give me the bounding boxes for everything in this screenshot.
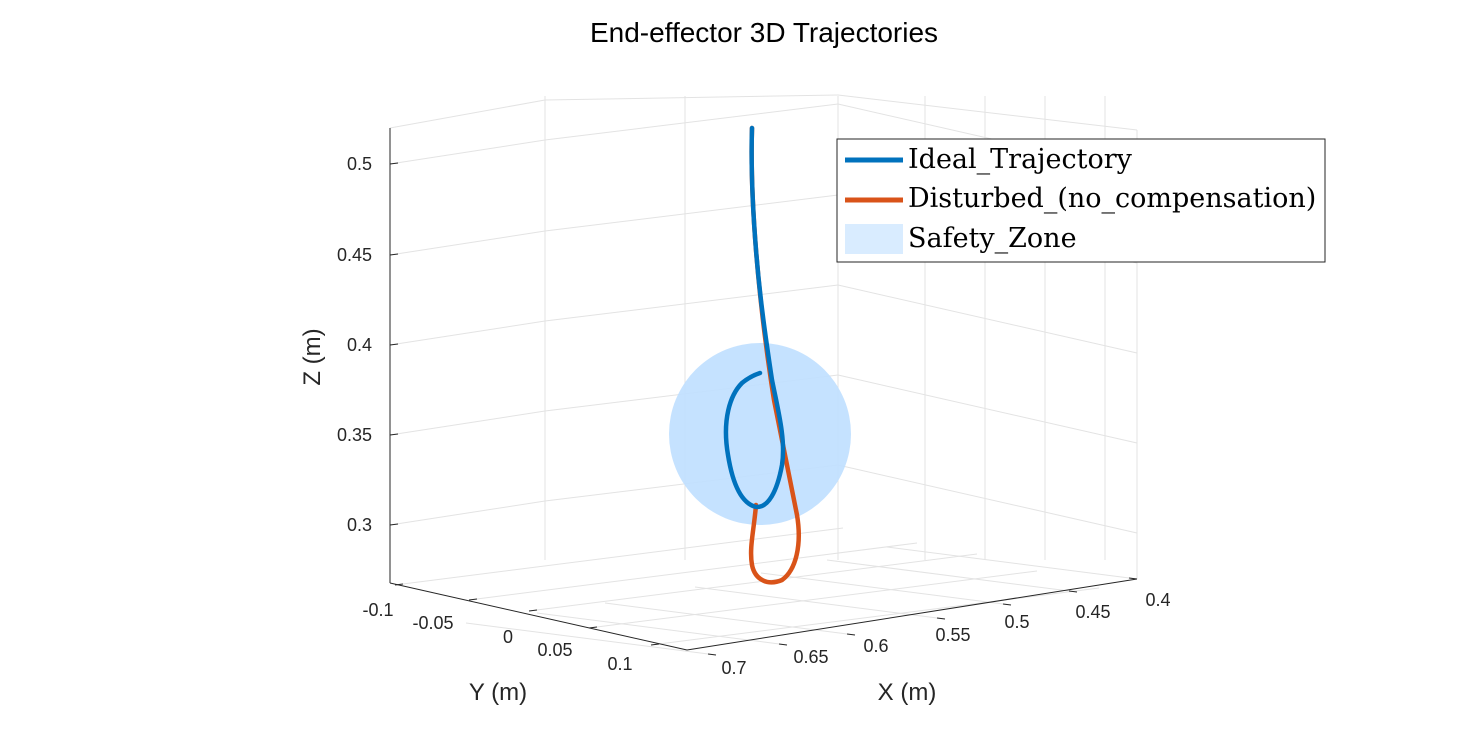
legend-swatch-safety-zone xyxy=(845,224,903,254)
grid-back-wall-line xyxy=(544,194,839,232)
x-tick-label: 0.7 xyxy=(721,658,746,678)
y-axis-label: Y (m) xyxy=(469,679,527,706)
y-tick-label: -0.1 xyxy=(362,600,393,620)
z-axis-label: Z (m) xyxy=(299,328,326,385)
safety-zone-sphere xyxy=(669,343,851,525)
grid-floor-x-line xyxy=(886,546,1138,580)
grid-floor-x-line xyxy=(760,572,1012,606)
grid-back-wall-line xyxy=(544,284,839,322)
x-tick-label: 0.6 xyxy=(863,636,888,656)
z-tick-label: 0.4 xyxy=(347,335,372,355)
grid-top-left-edge xyxy=(389,99,546,129)
x-tick-mark xyxy=(707,653,717,656)
x-tick-mark xyxy=(1068,590,1078,593)
z-tick-mark xyxy=(389,253,399,256)
grid-floor-y-line xyxy=(468,542,918,601)
grid-left-wall-line xyxy=(389,320,546,346)
data-layer xyxy=(669,125,851,585)
legend-label-safety-zone: Safety_Zone xyxy=(908,223,1077,254)
grid-top-back-edge xyxy=(544,94,839,101)
legend-box xyxy=(836,138,1326,263)
tick-layer: 0.3 0.35 0.4 0.45 0.5 -0.1 -0.05 0 0.05 0.1 0.4 0.4… xyxy=(337,154,1171,678)
z-tick-mark xyxy=(389,343,399,346)
x-tick-mark xyxy=(778,643,788,646)
grid-left-wall-line xyxy=(389,139,546,165)
z-tick-label: 0.3 xyxy=(347,515,372,535)
grid-top-right-edge xyxy=(837,94,1138,131)
x-tick-label: 0.55 xyxy=(935,625,970,645)
grid-left-wall-line xyxy=(389,500,546,526)
z-tick-mark xyxy=(389,433,399,436)
grid-floor-y-line xyxy=(394,527,844,586)
grid-right-wall-line xyxy=(837,374,1138,444)
series-ideal-line xyxy=(723,125,786,510)
z-tick-label: 0.45 xyxy=(337,245,372,265)
x-tick-label: 0.45 xyxy=(1075,602,1110,622)
grid-right-wall-line xyxy=(837,464,1138,534)
grid-left-wall-line xyxy=(389,410,546,436)
y-tick-label: 0.1 xyxy=(607,654,632,674)
y-tick-label: 0 xyxy=(503,627,513,647)
z-tick-mark xyxy=(389,523,399,526)
grid-floor-x-line xyxy=(465,622,717,656)
y-tick-label: -0.05 xyxy=(412,613,453,633)
y-tick-mark xyxy=(394,583,404,586)
z-tick-mark xyxy=(389,162,399,165)
grid-left-wall-line xyxy=(389,230,546,256)
x-tick-label: 0.4 xyxy=(1145,590,1170,610)
grid-floor-y-line xyxy=(588,570,1038,629)
y-tick-mark xyxy=(588,626,598,629)
x-axis-line xyxy=(686,578,1138,651)
z-tick-label: 0.35 xyxy=(337,425,372,445)
chart-title: End-effector 3D Trajectories xyxy=(590,17,938,48)
y-tick-mark xyxy=(650,643,660,646)
grid-floor-x-line xyxy=(536,612,788,646)
axes-layer xyxy=(389,128,1138,651)
x-tick-mark xyxy=(846,633,856,636)
legend-label-ideal: Ideal_Trajectory xyxy=(908,144,1133,175)
grid-floor-x-line xyxy=(826,559,1078,593)
x-tick-mark xyxy=(1128,577,1138,580)
grid-floor-y-line xyxy=(650,587,1100,646)
x-tick-mark xyxy=(936,617,946,620)
x-tick-mark xyxy=(1002,603,1012,606)
grid-floor-x-line xyxy=(604,602,856,636)
grid-back-wall-line xyxy=(544,103,839,141)
y-tick-mark xyxy=(528,609,538,612)
x-tick-label: 0.65 xyxy=(793,647,828,667)
y-tick-mark xyxy=(468,598,478,601)
y-tick-label: 0.05 xyxy=(537,640,572,660)
grid-right-wall-line xyxy=(837,284,1138,354)
z-tick-label: 0.5 xyxy=(347,154,372,174)
x-tick-label: 0.5 xyxy=(1004,612,1029,632)
legend: Ideal_Trajectory Disturbed_(no_compensat… xyxy=(836,138,1326,263)
grid-floor-x-line xyxy=(694,586,946,620)
y-axis-line xyxy=(389,582,688,651)
legend-label-disturbed: Disturbed_(no_compensation) xyxy=(908,183,1316,214)
grid-floor-y-line xyxy=(528,553,978,612)
x-axis-label: X (m) xyxy=(878,679,937,706)
